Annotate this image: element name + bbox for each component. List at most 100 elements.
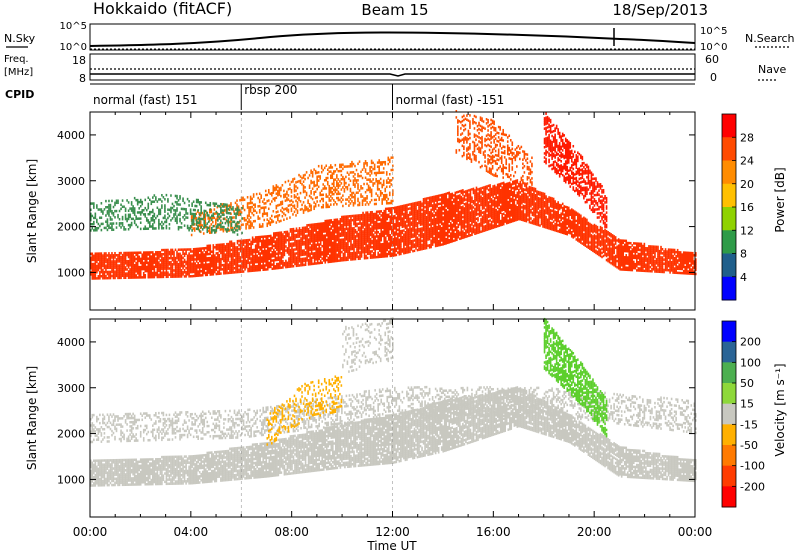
data-cell: [442, 240, 445, 244]
data-cell: [292, 242, 295, 245]
data-cell: [404, 249, 407, 253]
data-cell: [508, 183, 511, 187]
data-cell: [106, 262, 109, 265]
data-cell: [297, 256, 299, 259]
data-cell: [189, 268, 192, 272]
data-cell: [369, 242, 372, 245]
data-cell: [549, 204, 552, 208]
data-cell: [504, 199, 507, 203]
data-cell: [493, 197, 496, 200]
data-cell: [344, 248, 346, 251]
data-cell: [449, 224, 452, 227]
data-cell: [354, 216, 357, 220]
data-cell: [254, 269, 257, 272]
data-cell: [295, 246, 298, 249]
data-cell: [375, 218, 378, 222]
data-cell: [525, 201, 528, 204]
data-cell: [412, 202, 414, 205]
data-cell: [534, 218, 537, 222]
data-cell: [389, 215, 392, 218]
data-cell: [374, 247, 376, 251]
data-cell: [427, 205, 429, 208]
data-cell: [363, 223, 366, 227]
data-cell: [201, 253, 204, 256]
data-cell: [492, 203, 494, 207]
data-cell: [533, 222, 535, 225]
data-cell: [468, 224, 470, 227]
data-cell: [558, 207, 561, 211]
data-cell: [303, 263, 305, 267]
data-cell: [144, 267, 147, 271]
data-cell: [174, 260, 177, 264]
data-cell: [268, 253, 271, 256]
data-cell: [294, 242, 296, 245]
data-cell: [265, 249, 268, 253]
data-cell: [471, 208, 473, 212]
data-cell: [285, 265, 287, 269]
data-cell: [548, 225, 550, 228]
data-cell: [389, 254, 392, 258]
data-cell: [481, 225, 484, 229]
data-cell: [360, 232, 363, 236]
data-cell: [490, 191, 493, 195]
data-cell: [493, 201, 496, 204]
data-cell: [390, 213, 393, 216]
data-cell: [419, 223, 422, 226]
data-cell: [90, 252, 92, 256]
data-cell: [259, 252, 261, 255]
data-cell: [511, 215, 514, 219]
data-cell: [353, 253, 355, 257]
data-cell: [525, 182, 528, 186]
data-cell: [174, 258, 177, 262]
data-cell: [286, 247, 289, 250]
data-cell: [524, 213, 526, 216]
data-cell: [561, 210, 564, 214]
data-cell: [266, 239, 269, 242]
data-cell: [502, 212, 505, 216]
data-cell: [477, 223, 479, 226]
data-cell: [238, 256, 240, 259]
data-cell: [176, 252, 178, 256]
data-cell: [191, 264, 193, 268]
data-cell: [366, 211, 369, 214]
data-cell: [164, 254, 166, 258]
data-cell: [515, 218, 517, 222]
data-cell: [132, 272, 134, 275]
data-cell: [563, 229, 566, 233]
data-cell: [185, 262, 187, 266]
data-cell: [530, 194, 532, 198]
data-cell: [177, 273, 180, 276]
data-cell: [200, 251, 203, 254]
data-cell: [342, 219, 345, 223]
data-cell: [253, 261, 255, 264]
data-cell: [141, 267, 144, 271]
data-cell: [474, 213, 476, 217]
data-cell: [456, 215, 458, 219]
data-cell: [508, 181, 511, 185]
data-cell: [242, 264, 245, 267]
data-cell: [335, 251, 337, 255]
data-cell: [330, 258, 333, 261]
data-cell: [271, 259, 274, 262]
data-cell: [339, 259, 342, 262]
data-cell: [342, 215, 345, 219]
data-cell: [279, 243, 281, 247]
data-cell: [336, 234, 339, 238]
data-cell: [179, 256, 181, 260]
data-cell: [191, 250, 193, 253]
data-cell: [366, 244, 369, 247]
data-cell: [263, 241, 266, 245]
data-cell: [457, 215, 460, 218]
data-cell: [321, 253, 324, 256]
data-cell: [220, 264, 222, 267]
data-cell: [351, 218, 354, 222]
data-cell: [289, 252, 292, 256]
data-cell: [238, 248, 240, 251]
data-cell: [457, 205, 460, 208]
data-cell: [400, 229, 402, 233]
data-cell: [230, 267, 233, 270]
data-cell: [312, 241, 314, 245]
data-cell: [490, 208, 493, 211]
data-cell: [356, 255, 358, 259]
data-cell: [136, 253, 139, 257]
